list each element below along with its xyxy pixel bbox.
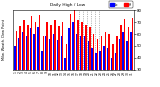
Bar: [126, 41, 128, 87]
Bar: [128, 27, 129, 87]
Bar: [115, 53, 116, 87]
Bar: [77, 20, 79, 87]
Bar: [95, 53, 97, 87]
Bar: [58, 26, 60, 87]
Bar: [112, 44, 114, 87]
Bar: [120, 25, 122, 87]
Bar: [30, 28, 31, 87]
Bar: [99, 51, 101, 87]
Bar: [53, 34, 54, 87]
Bar: [76, 34, 77, 87]
Bar: [23, 20, 25, 87]
Bar: [60, 36, 62, 87]
Bar: [80, 36, 81, 87]
Bar: [116, 36, 118, 87]
Bar: [19, 26, 21, 87]
Bar: [74, 10, 75, 87]
Bar: [35, 22, 36, 87]
Bar: [85, 25, 87, 87]
Bar: [16, 31, 17, 87]
Bar: [93, 34, 94, 87]
Bar: [45, 36, 47, 87]
Bar: [88, 41, 89, 87]
Bar: [39, 15, 40, 87]
Bar: [27, 25, 29, 87]
Bar: [68, 28, 70, 87]
Text: Milw. Weath. Dew Point: Milw. Weath. Dew Point: [2, 19, 6, 60]
Bar: [64, 58, 66, 87]
Bar: [70, 14, 71, 87]
Bar: [37, 27, 39, 87]
Bar: [119, 39, 120, 87]
Bar: [47, 22, 48, 87]
Bar: [49, 39, 50, 87]
Bar: [84, 36, 85, 87]
Bar: [122, 32, 124, 87]
Bar: [89, 27, 91, 87]
Bar: [81, 22, 83, 87]
Bar: [54, 20, 56, 87]
Bar: [41, 51, 43, 87]
Text: Daily High / Low: Daily High / Low: [50, 3, 85, 7]
Bar: [50, 25, 52, 87]
Bar: [26, 36, 27, 87]
Bar: [14, 46, 16, 87]
Bar: [130, 32, 132, 87]
Bar: [101, 36, 102, 87]
Bar: [97, 39, 98, 87]
Bar: [43, 36, 44, 87]
Bar: [124, 19, 125, 87]
Bar: [107, 48, 108, 87]
Bar: [18, 38, 19, 87]
Bar: [57, 40, 58, 87]
Bar: [103, 46, 105, 87]
Bar: [33, 34, 35, 87]
Legend: Lo, Hi: Lo, Hi: [109, 1, 133, 8]
Bar: [92, 48, 93, 87]
Bar: [22, 32, 23, 87]
Bar: [66, 44, 67, 87]
Bar: [132, 18, 133, 87]
Bar: [111, 58, 112, 87]
Bar: [31, 16, 32, 87]
Bar: [72, 22, 74, 87]
Bar: [62, 22, 64, 87]
Bar: [105, 32, 106, 87]
Bar: [108, 34, 110, 87]
